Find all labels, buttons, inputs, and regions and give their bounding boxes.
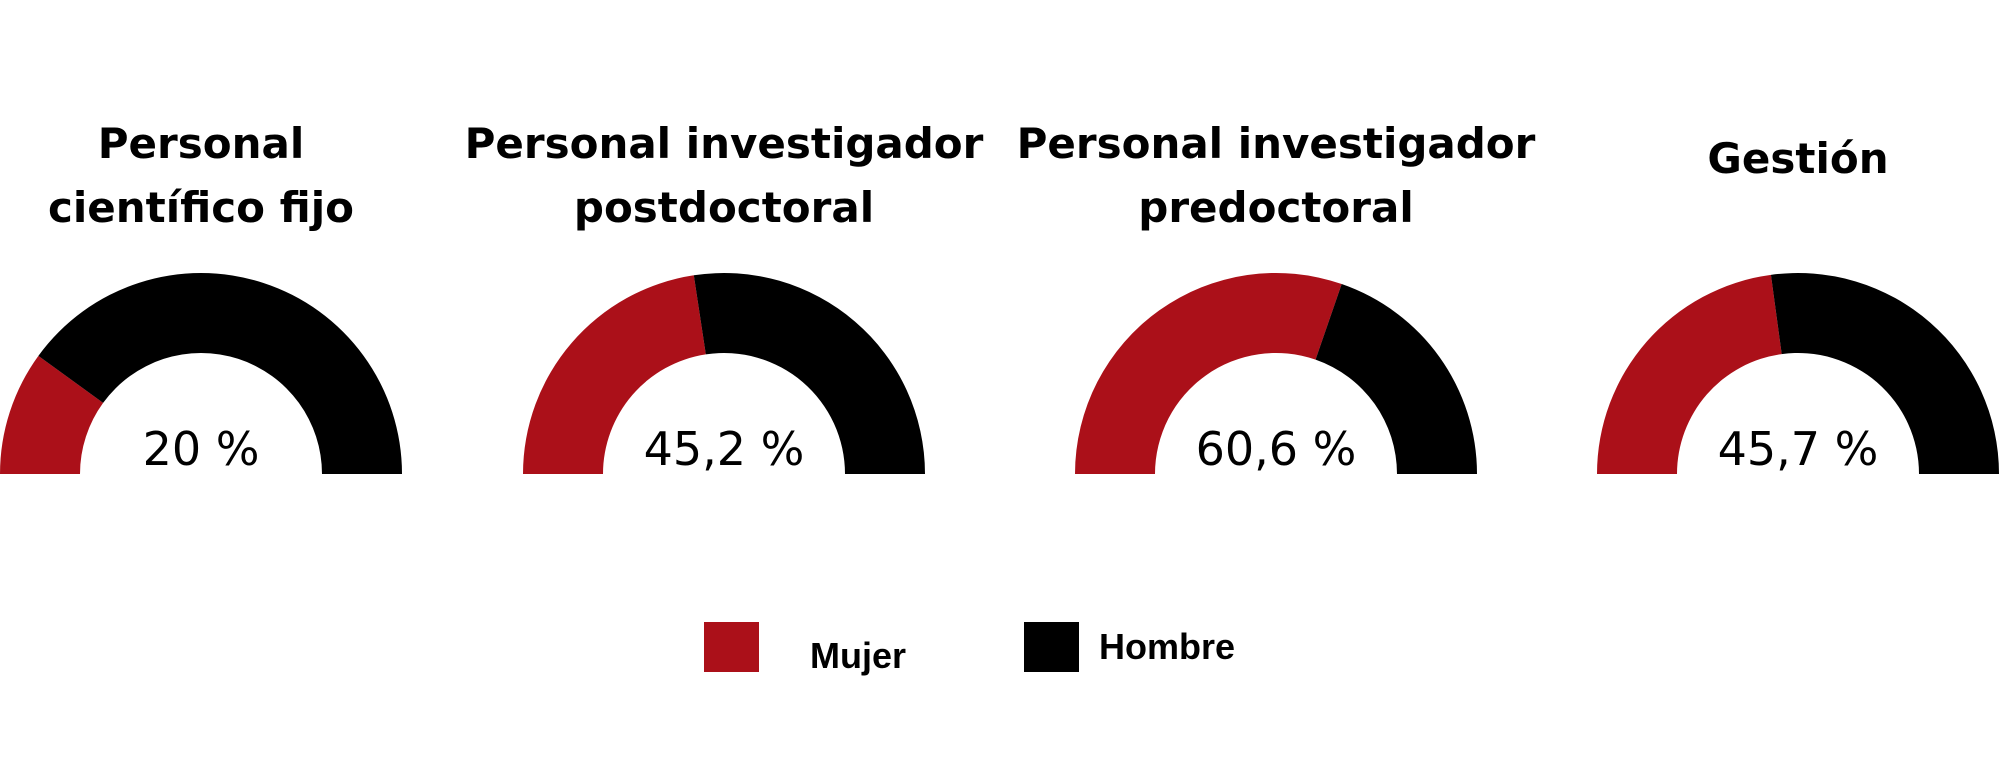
gauge-value-label: 20 %: [143, 422, 260, 476]
gauge-segment-hombre: [693, 273, 925, 474]
gauge-title: Personal investigador: [1017, 119, 1536, 168]
gauge-title: científico fijo: [48, 183, 354, 232]
gauge-segment-mujer: [1075, 272, 1342, 474]
gauge-title: predoctoral: [1138, 183, 1413, 232]
gauge-title: Personal: [98, 119, 304, 168]
gauge-segment-hombre: [1770, 273, 1999, 474]
gauge-4: Gestión 45,7 %: [1597, 134, 1999, 476]
legend-swatch-mujer: [704, 622, 759, 672]
gauge-segment-hombre: [1315, 284, 1477, 474]
gauge-title: Personal investigador: [465, 119, 984, 168]
gauge-segment-mujer: [0, 355, 104, 474]
gauge-segment-mujer: [523, 275, 706, 474]
legend: Mujer Hombre: [704, 622, 1235, 676]
gauge-segment-mujer: [1597, 274, 1782, 474]
gauge-segment-hombre: [38, 273, 403, 474]
gauge-3: Personal investigador predoctoral 60,6 %: [1017, 119, 1536, 476]
gauge-2: Personal investigador postdoctoral 45,2 %: [465, 119, 984, 476]
gauge-value-label: 45,7 %: [1718, 422, 1879, 476]
gauge-value-label: 60,6 %: [1196, 422, 1357, 476]
gauge-1: Personal científico fijo 20 %: [0, 119, 403, 476]
legend-swatch-hombre: [1024, 622, 1079, 672]
legend-label-hombre: Hombre: [1099, 626, 1235, 667]
gauge-value-label: 45,2 %: [644, 422, 805, 476]
gauge-title: Gestión: [1707, 134, 1888, 183]
legend-label-mujer: Mujer: [810, 635, 906, 676]
gauge-title: postdoctoral: [574, 183, 874, 232]
